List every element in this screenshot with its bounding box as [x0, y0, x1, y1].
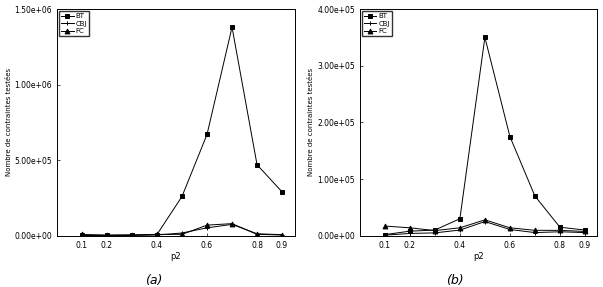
CBJ	[431, 231, 438, 234]
Line: BT: BT	[382, 35, 587, 237]
CBJ	[406, 232, 414, 235]
BT	[531, 194, 538, 198]
FC	[78, 233, 86, 236]
BT	[203, 133, 210, 136]
FC	[456, 226, 464, 230]
FC	[203, 223, 210, 227]
BT	[581, 228, 589, 232]
BT	[481, 36, 488, 39]
BT	[381, 233, 388, 236]
Y-axis label: Nombre de contraintes testées: Nombre de contraintes testées	[309, 68, 314, 177]
FC	[253, 233, 260, 236]
FC	[481, 218, 488, 222]
CBJ	[481, 220, 488, 223]
CBJ	[78, 234, 86, 237]
Text: (b): (b)	[446, 274, 464, 287]
BT	[128, 233, 136, 237]
CBJ	[456, 228, 464, 232]
BT	[431, 228, 438, 232]
Line: BT: BT	[80, 25, 285, 238]
Y-axis label: Nombre de contraintes testées: Nombre de contraintes testées	[5, 68, 11, 177]
FC	[557, 229, 564, 232]
FC	[128, 233, 136, 236]
CBJ	[531, 231, 538, 234]
Text: (a): (a)	[145, 274, 162, 287]
BT	[253, 163, 260, 166]
CBJ	[253, 232, 260, 235]
FC	[153, 233, 160, 236]
BT	[557, 226, 564, 229]
BT	[229, 26, 236, 29]
BT	[78, 234, 86, 237]
Line: CBJ: CBJ	[80, 222, 285, 238]
CBJ	[178, 231, 186, 235]
FC	[279, 233, 286, 237]
CBJ	[128, 234, 136, 237]
CBJ	[381, 233, 388, 237]
CBJ	[557, 230, 564, 233]
FC	[103, 233, 110, 237]
CBJ	[279, 233, 286, 236]
FC	[431, 229, 438, 232]
CBJ	[103, 234, 110, 237]
BT	[153, 233, 160, 236]
FC	[229, 222, 236, 225]
Legend: BT, CBJ, FC: BT, CBJ, FC	[362, 11, 392, 36]
X-axis label: p2: p2	[171, 252, 181, 261]
FC	[178, 233, 186, 236]
BT	[279, 190, 286, 194]
BT	[103, 234, 110, 237]
FC	[406, 226, 414, 230]
CBJ	[229, 223, 236, 226]
Line: CBJ: CBJ	[382, 219, 587, 238]
FC	[581, 230, 589, 233]
FC	[531, 229, 538, 232]
BT	[456, 217, 464, 220]
X-axis label: p2: p2	[473, 252, 484, 261]
CBJ	[153, 233, 160, 237]
CBJ	[203, 226, 210, 230]
BT	[406, 230, 414, 233]
FC	[507, 226, 514, 230]
CBJ	[507, 228, 514, 231]
Legend: BT, CBJ, FC: BT, CBJ, FC	[59, 11, 89, 36]
BT	[178, 195, 186, 198]
CBJ	[581, 231, 589, 234]
BT	[507, 135, 514, 138]
Line: FC: FC	[80, 221, 285, 237]
Line: FC: FC	[382, 218, 587, 234]
FC	[381, 224, 388, 228]
